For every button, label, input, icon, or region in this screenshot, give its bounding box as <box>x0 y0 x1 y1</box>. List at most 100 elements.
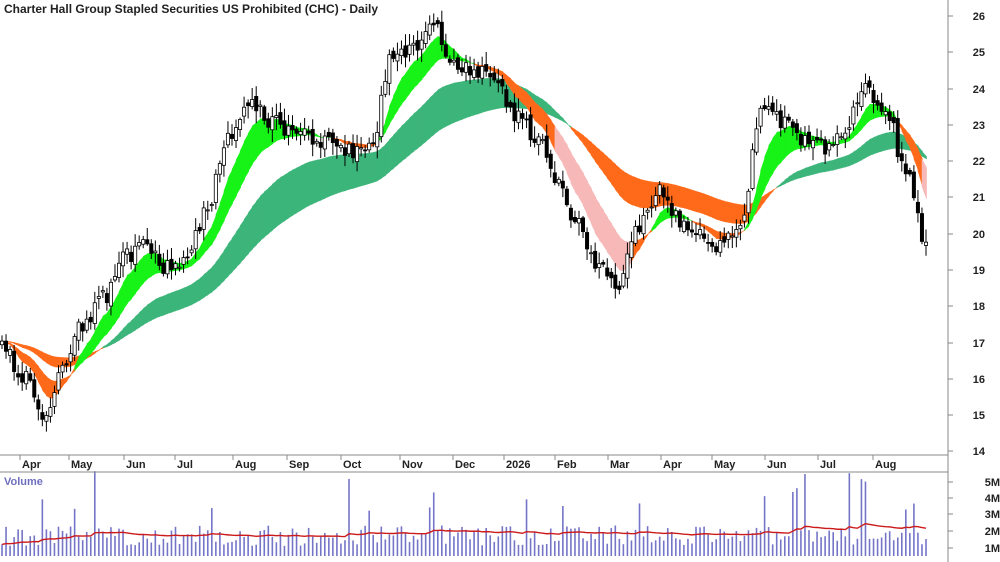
candle-body <box>689 229 694 233</box>
short-ema-band-layer <box>1 35 927 399</box>
candle-body <box>290 125 295 131</box>
short-ema-band-segment <box>207 225 213 250</box>
long-ema-band-segment <box>126 320 132 336</box>
long-ema-band-segment <box>845 154 851 168</box>
candle-body <box>472 69 477 78</box>
short-ema-band-segment <box>784 126 790 159</box>
candle-body <box>843 132 848 140</box>
candle-body <box>839 136 844 139</box>
candle-body <box>500 79 505 87</box>
short-ema-band-segment <box>191 251 197 267</box>
short-ema-band-segment <box>17 348 23 363</box>
candle-body <box>125 248 130 255</box>
short-ema-band-segment <box>562 137 568 174</box>
candle-body <box>383 81 388 95</box>
candle-body <box>213 173 218 203</box>
long-ema-band-segment <box>381 144 387 179</box>
candle-body <box>415 40 420 51</box>
candle-body <box>504 89 509 107</box>
candle-body <box>653 195 658 207</box>
candle-body <box>613 274 618 289</box>
long-ema-band-segment <box>235 225 241 269</box>
short-ema-band-segment <box>102 312 108 338</box>
short-ema-band-segment <box>861 108 867 130</box>
candle-body <box>423 31 428 44</box>
short-ema-band-segment <box>905 130 911 149</box>
short-ema-band-segment <box>235 150 241 197</box>
short-ema-band-segment <box>857 115 863 135</box>
candle-body <box>871 90 876 103</box>
frame-layer <box>0 0 949 562</box>
short-ema-band-segment <box>582 172 588 216</box>
candle-body <box>181 257 186 265</box>
candle-body <box>278 112 283 125</box>
candle-body <box>754 128 759 153</box>
long-ema-band-segment <box>207 266 213 296</box>
long-ema-band-segment <box>264 187 270 238</box>
volume-average-layer <box>1 522 927 546</box>
candle-body <box>811 140 816 149</box>
candle-body <box>879 102 884 112</box>
short-ema-band-segment <box>772 131 778 174</box>
volume-tick-label: 2M <box>985 526 1000 538</box>
candle-body <box>355 146 360 163</box>
long-ema-band-segment <box>780 179 786 187</box>
candle-body <box>177 266 182 269</box>
long-ema-band-segment <box>437 87 443 132</box>
time-tick-label: Apr <box>22 459 42 471</box>
candle-body <box>189 249 194 254</box>
candle-body <box>419 39 424 50</box>
volume-tick-label: 3M <box>985 509 1000 521</box>
candle-body <box>431 22 436 26</box>
candle-body <box>645 209 650 213</box>
candle-body <box>915 201 920 214</box>
candle-body <box>649 206 654 209</box>
candle-body <box>282 120 287 136</box>
short-ema-band-segment <box>655 212 661 228</box>
short-ema-band-segment <box>558 131 564 165</box>
candle-body <box>572 217 577 223</box>
short-ema-band-segment <box>611 223 617 266</box>
long-ema-band-segment <box>114 332 120 344</box>
long-ema-band-segment <box>707 195 713 218</box>
short-ema-band-segment <box>542 108 548 135</box>
candle-body <box>673 210 678 216</box>
short-ema-band-segment <box>211 214 217 245</box>
short-ema-band-segment <box>913 141 919 172</box>
long-ema-band-segment <box>195 278 201 303</box>
short-ema-band-segment <box>9 342 15 352</box>
long-ema-band-segment <box>106 340 112 348</box>
price-tick-label: 24 <box>973 84 986 96</box>
short-ema-band-segment <box>34 361 40 383</box>
candle-body <box>36 399 41 410</box>
long-ema-band-segment <box>409 113 415 156</box>
long-ema-band-segment <box>445 84 451 127</box>
short-ema-band-segment <box>546 113 552 143</box>
short-ema-band-segment <box>74 356 80 372</box>
time-tick-label: Apr <box>663 459 683 471</box>
candle-body <box>399 48 404 57</box>
candle-body <box>629 241 634 258</box>
candle-body <box>774 111 779 115</box>
long-ema-band-segment <box>393 130 399 169</box>
short-ema-band-segment <box>526 91 532 115</box>
long-ema-band-segment <box>288 169 294 219</box>
candle-body <box>835 133 840 145</box>
candle-body <box>347 143 352 155</box>
candle-body <box>633 226 638 244</box>
price-tick-label: 22 <box>973 156 985 168</box>
long-ema-band-segment <box>861 142 867 161</box>
short-ema-band-segment <box>30 356 36 375</box>
long-ema-band-segment <box>134 312 140 331</box>
candle-body <box>359 147 364 150</box>
short-ema-band-segment <box>514 82 520 100</box>
short-ema-band-segment <box>82 343 88 363</box>
candle-body <box>371 142 376 145</box>
long-ema-band-segment <box>312 159 318 205</box>
short-ema-band-segment <box>429 39 435 70</box>
candle-body <box>681 220 686 232</box>
short-ema-band-segment <box>78 350 84 367</box>
time-tick-label: May <box>71 459 93 471</box>
short-ema-band-segment <box>122 274 128 311</box>
long-ema-band-segment <box>425 97 431 142</box>
